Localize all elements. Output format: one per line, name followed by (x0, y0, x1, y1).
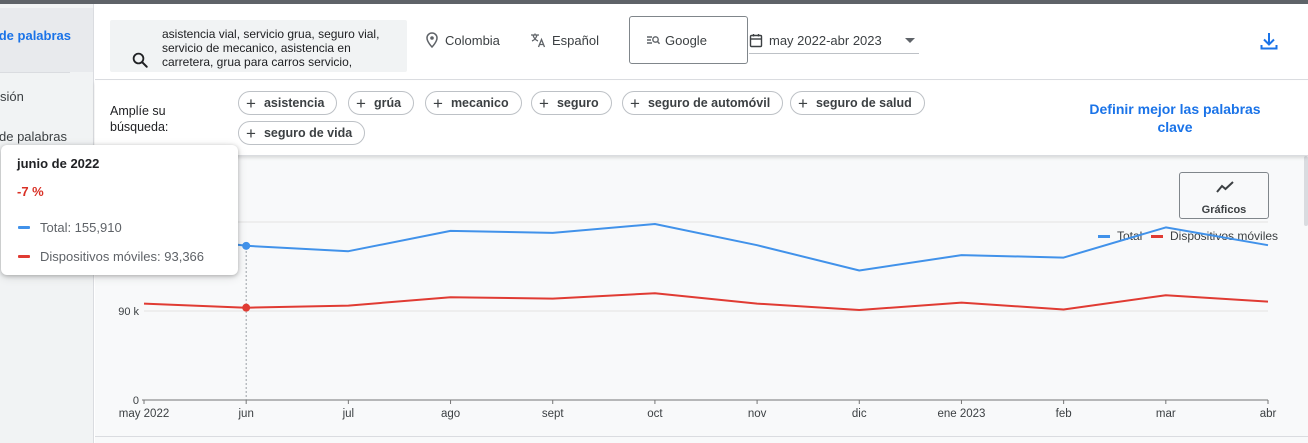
location-pin-icon (426, 32, 438, 48)
calendar-icon (749, 34, 763, 48)
y-tick-label: 90 k (118, 306, 139, 318)
hover-point-total (242, 241, 251, 250)
x-tick-label: ene 2023 (937, 408, 985, 420)
broaden-label: Amplíe su búsqueda: (110, 104, 169, 134)
hover-point-mobile (242, 303, 251, 312)
chip-seguro-de-salud[interactable]: + seguro de salud (790, 91, 925, 115)
chip-label: seguro de vida (263, 126, 353, 140)
location-filter[interactable]: Colombia (425, 26, 500, 54)
x-tick-label: jul (342, 408, 355, 420)
search-toolbar: asistencia vial, servicio grua, seguro v… (95, 4, 1308, 80)
location-label: Colombia (445, 32, 500, 48)
plus-icon: + (539, 93, 549, 113)
tooltip-title: junio de 2022 (17, 156, 100, 171)
tooltip-row-label: Dispositivos móviles: 93,366 (40, 249, 205, 264)
chip-seguro[interactable]: + seguro (531, 91, 612, 115)
search-engine-label: Google (665, 32, 707, 48)
x-tick-label: mar (1156, 408, 1176, 420)
sidebar-item-label: de palabras (0, 28, 71, 43)
chip-label: grúa (373, 96, 402, 110)
plus-icon: + (630, 93, 640, 113)
search-engine-selector[interactable]: Google (629, 16, 748, 64)
plus-icon: + (433, 93, 443, 113)
date-range-selector[interactable]: may 2022-abr 2023 (749, 28, 919, 54)
x-tick-label: ago (441, 408, 460, 420)
tooltip-row-mobile: Dispositivos móviles: 93,366 (18, 249, 204, 264)
scrollbar[interactable] (1304, 156, 1308, 226)
date-range-label: may 2022-abr 2023 (769, 33, 882, 48)
x-tick-label: jun (238, 408, 254, 420)
refine-keywords-link[interactable]: Definir mejor las palabras clave (1089, 101, 1261, 135)
download-icon[interactable] (1258, 30, 1280, 52)
chip-seguro-de-vida[interactable]: + seguro de vida (238, 121, 366, 145)
chip-mecanico[interactable]: + mecanico (425, 91, 522, 115)
sidebar-divider (0, 72, 70, 73)
chart-area: Gráficos Total Dispositivos móviles 0 90 … (95, 156, 1308, 443)
series-line-mobile (143, 292, 1269, 311)
chip-asistencia[interactable]: + asistencia (238, 91, 338, 115)
x-tick-label: abr (1260, 408, 1277, 420)
y-tick-label: 0 (133, 395, 139, 407)
chip-label: seguro (556, 96, 599, 110)
keyword-search-box[interactable]: asistencia vial, servicio grua, seguro v… (110, 20, 407, 72)
search-icon (132, 52, 148, 68)
x-tick-label: oct (647, 408, 663, 420)
legend-swatch (1151, 234, 1163, 238)
x-tick-label: may 2022 (119, 408, 170, 420)
chip-seguro-de-automovil[interactable]: + seguro de automóvil (622, 91, 784, 115)
bottom-divider (95, 436, 1308, 437)
chip-label: seguro de salud (815, 96, 912, 110)
search-volume-chart: 0 90 k may 2022 jun jul ago sept oct nov dic ene 2… (118, 221, 1277, 420)
graphs-button-label: Gráficos (1201, 204, 1247, 216)
search-query-text[interactable]: asistencia vial, servicio grua, seguro v… (162, 27, 380, 69)
translate-icon (531, 33, 546, 48)
tooltip-change: -7 % (17, 184, 44, 199)
plus-icon: + (356, 93, 366, 113)
plus-icon: + (246, 123, 256, 143)
tooltip-row-total: Total: 155,910 (18, 220, 122, 235)
legend-swatch (1098, 234, 1110, 238)
x-tick-label: sept (542, 408, 565, 420)
chart-tooltip: junio de 2022 -7 % Total: 155,910 Dispos… (1, 145, 238, 275)
broaden-search-bar: Amplíe su búsqueda: + asistencia + grúa + m… (95, 81, 1308, 156)
legend-swatch (18, 226, 30, 229)
search-list-icon (647, 36, 660, 45)
sidebar-item-forecast[interactable]: sión (0, 89, 24, 104)
x-tick-label: dic (852, 408, 867, 420)
chip-label: seguro de automóvil (647, 96, 771, 110)
chip-grua[interactable]: + grúa (348, 91, 415, 115)
chip-label: asistencia (263, 96, 325, 110)
plus-icon: + (798, 93, 808, 113)
tooltip-row-label: Total: 155,910 (40, 220, 122, 235)
language-label: Español (552, 32, 599, 48)
x-tick-label: nov (748, 408, 767, 420)
sidebar-item-saved-keywords[interactable]: de palabras (0, 129, 67, 144)
chip-label: mecanico (450, 96, 509, 110)
sidebar-item-keyword-ideas[interactable]: de palabras (0, 8, 93, 72)
legend-swatch (18, 255, 30, 258)
language-filter[interactable]: Español (530, 26, 599, 54)
chevron-down-icon (905, 38, 915, 43)
series-line-total (143, 223, 1269, 272)
x-tick-label: feb (1056, 408, 1072, 420)
top-bar (0, 0, 1308, 4)
plus-icon: + (246, 93, 256, 113)
graphs-button[interactable]: Gráficos (1179, 172, 1269, 219)
trend-line-icon (1216, 181, 1234, 193)
